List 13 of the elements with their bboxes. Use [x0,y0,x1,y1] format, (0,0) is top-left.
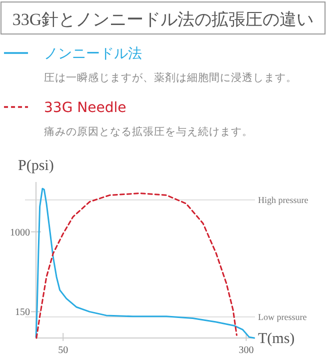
text: 痛みの原因となる拡張圧を与え続けます。 [44,125,253,138]
text: 圧は一瞬感じますが、薬剤は細胞間に浸透します。 [44,71,297,84]
x-tick-label: 300 [238,345,254,356]
y-tick-label: 150 [15,307,30,318]
x-tick-label: 50 [58,345,68,356]
y-tick-label: 1000 [10,227,30,238]
y-axis-title: P(psi) [18,158,54,174]
chart-title: 33G針とノンニードル法の拡張圧の違い [12,10,314,29]
ref-line-label: High pressure [258,194,308,205]
x-axis-title: T(ms) [258,331,295,347]
ref-line-label: Low pressure [258,312,307,322]
legend-label: 33G Needle [44,100,126,116]
legend-label: ノンニードル法 [44,46,142,62]
